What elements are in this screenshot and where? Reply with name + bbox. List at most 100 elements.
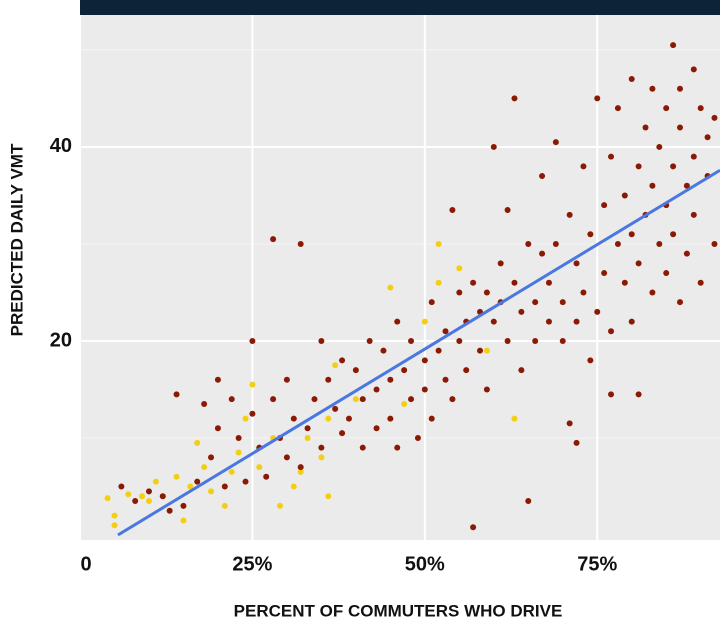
point — [656, 240, 663, 247]
point — [394, 444, 401, 451]
point — [552, 240, 559, 247]
point — [214, 425, 221, 432]
point — [539, 250, 546, 257]
point — [456, 337, 463, 344]
header-bar — [80, 0, 720, 15]
trend-line — [117, 168, 720, 537]
point — [483, 347, 490, 354]
point — [677, 299, 683, 306]
point — [187, 483, 194, 490]
point — [235, 434, 242, 441]
point — [421, 318, 428, 325]
point — [477, 347, 483, 354]
point — [132, 498, 139, 505]
point — [297, 464, 304, 471]
point — [435, 347, 442, 354]
x-axis-label: PERCENT OF COMMUTERS WHO DRIVE — [234, 601, 563, 620]
point — [139, 493, 146, 500]
point — [194, 439, 201, 446]
point — [504, 207, 511, 213]
point — [359, 444, 366, 451]
point — [359, 396, 366, 403]
point — [235, 449, 242, 456]
point — [277, 502, 283, 509]
point — [580, 289, 587, 296]
point — [566, 420, 573, 427]
point — [518, 308, 525, 315]
point — [566, 211, 573, 218]
point — [642, 124, 649, 131]
point — [421, 357, 428, 364]
point — [614, 240, 621, 247]
point — [504, 337, 511, 344]
point — [628, 231, 635, 238]
point — [435, 240, 442, 247]
point — [628, 318, 635, 325]
point — [125, 491, 132, 498]
point — [111, 512, 118, 519]
point — [677, 85, 683, 92]
point — [339, 430, 346, 437]
point — [373, 386, 380, 393]
point — [683, 182, 690, 189]
point — [180, 517, 187, 524]
point — [587, 231, 594, 238]
point — [649, 182, 656, 189]
point — [608, 328, 615, 335]
point — [545, 279, 552, 286]
point — [573, 439, 580, 446]
point — [532, 337, 539, 344]
point — [256, 464, 263, 471]
point — [614, 105, 621, 112]
point — [283, 454, 290, 461]
point — [408, 337, 415, 344]
point — [573, 318, 580, 325]
point — [594, 308, 601, 315]
point — [677, 124, 683, 131]
point — [297, 468, 304, 475]
point — [545, 318, 552, 325]
point — [428, 299, 435, 306]
point — [483, 386, 490, 393]
point — [483, 289, 490, 296]
point — [166, 507, 173, 514]
point — [670, 231, 677, 238]
x-tick-label: 25% — [232, 553, 272, 575]
point — [221, 502, 228, 509]
point — [242, 478, 249, 485]
point — [208, 488, 215, 495]
point — [401, 401, 408, 408]
point — [104, 495, 111, 502]
point — [318, 454, 325, 461]
point — [463, 367, 470, 374]
point — [704, 134, 711, 141]
point — [201, 401, 208, 408]
point — [525, 498, 532, 505]
point — [283, 376, 290, 383]
point — [697, 279, 704, 286]
plot-area — [80, 15, 720, 540]
point — [435, 279, 442, 286]
point — [339, 357, 346, 364]
point — [111, 522, 118, 529]
point — [711, 240, 718, 247]
point — [559, 299, 566, 306]
point — [663, 270, 670, 277]
point — [373, 425, 380, 432]
point — [587, 357, 594, 364]
point — [180, 502, 187, 509]
point — [683, 250, 690, 257]
point — [518, 367, 525, 374]
point — [690, 66, 697, 73]
point — [304, 434, 311, 441]
y-tick-label: 40 — [50, 135, 72, 157]
point — [208, 454, 215, 461]
x-tick-label: 0 — [80, 553, 91, 575]
point — [635, 163, 642, 170]
point — [594, 95, 601, 102]
point — [414, 434, 421, 441]
point — [290, 483, 297, 490]
point — [539, 173, 546, 180]
point — [352, 396, 359, 403]
point — [145, 488, 152, 495]
